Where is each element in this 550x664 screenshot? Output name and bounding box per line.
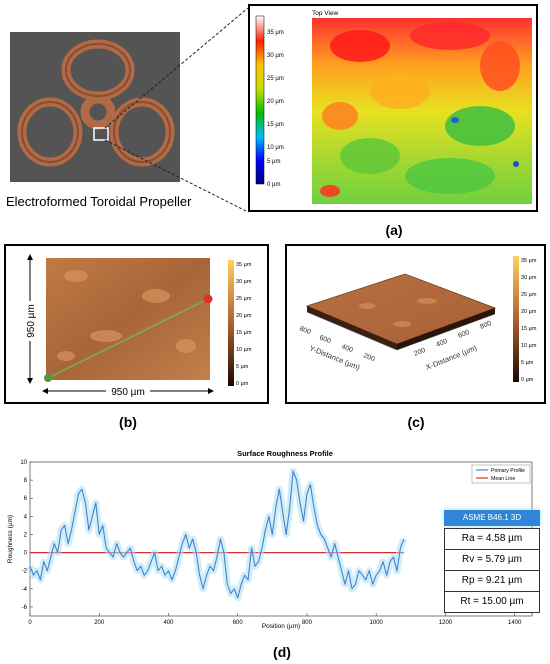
x-tick-label: 1200: [439, 620, 453, 626]
panel-c-frame: [285, 244, 546, 404]
x-tick-label: 400: [163, 620, 174, 626]
x-tick-label: 1400: [508, 620, 522, 626]
panel-label-b: (b): [119, 414, 137, 430]
profile-line: [47, 298, 209, 379]
panel-label-c: (c): [407, 414, 425, 430]
y-tick-label: -4: [22, 587, 28, 593]
leader-lines: [104, 7, 249, 213]
x-tick-c: 600: [457, 329, 471, 340]
colorbar-a-ticks: 35 µm 30 µm 25 µm 20 µm 15 µm 10 µm 5 µm…: [267, 30, 284, 188]
colorbar-b-tick: 25 µm: [236, 296, 252, 302]
height-dimension-label: 950 µm: [26, 304, 37, 338]
x-tick-c: 400: [435, 338, 449, 349]
roughness-row-rv: Rv = 5.79 µm: [444, 550, 540, 571]
legend-mean-line: Mean Line: [491, 476, 515, 482]
y-tick-c: 600: [318, 334, 332, 345]
colorbar-c-tick: 0 µm: [521, 377, 534, 383]
colorbar-b-tick: 20 µm: [236, 313, 252, 319]
chart-title: Surface Roughness Profile: [237, 449, 333, 458]
colorbar-a-tick: 0 µm: [267, 182, 280, 188]
y-tick-label: 6: [24, 496, 28, 502]
x-tick-c: 200: [413, 347, 427, 358]
y-axis-label: Roughness (µm): [7, 515, 14, 563]
roughness-row-ra: Ra = 4.58 µm: [444, 528, 540, 550]
colorbar-c-tick: 5 µm: [521, 360, 534, 366]
colorbar-c-tick: 30 µm: [521, 275, 537, 281]
y-axis-title-c: Y-Distance (µm): [308, 344, 362, 373]
roughness-table-header: ASME B46.1 3D: [444, 510, 540, 526]
colorbar-a-tick: 30 µm: [267, 53, 284, 59]
width-dimension-label: 950 µm: [111, 387, 145, 398]
x-tick-c: 800: [479, 320, 493, 331]
colorbar-a-tick: 10 µm: [267, 145, 284, 151]
x-tick-label: 800: [302, 620, 313, 626]
profile-start-marker: [44, 374, 52, 382]
profile-line-series: [29, 470, 405, 599]
colorbar-a-tick: 5 µm: [267, 159, 280, 165]
y-tick-label: 2: [24, 532, 28, 538]
colorbar-c-tick: 10 µm: [521, 343, 537, 349]
x-axis-ticks: 0 200 400 600 800 1000 1200 1400: [28, 613, 522, 626]
y-tick-label: 10: [20, 460, 27, 466]
colorbar-a-tick: 35 µm: [267, 30, 284, 36]
y-tick-c: 200: [362, 352, 376, 363]
colorbar-b-tick: 15 µm: [236, 330, 252, 336]
panel-c-surface: 800 600 400 200 200 400 600 800 Y-Distan…: [298, 256, 537, 383]
x-axis-title-c: X-Distance (µm): [424, 343, 478, 372]
panel-label-d: (d): [273, 644, 291, 660]
x-tick-label: 600: [233, 620, 244, 626]
panel-label-a: (a): [385, 222, 403, 238]
panel-a-frame: [248, 4, 538, 212]
colorbar-c-tick: 35 µm: [521, 258, 537, 264]
colorbar-c: [513, 256, 519, 382]
colorbar-a-tick: 15 µm: [267, 122, 284, 128]
x-tick-label: 200: [94, 620, 105, 626]
colorbar-c-tick: 25 µm: [521, 292, 537, 298]
y-tick-label: -2: [22, 569, 28, 575]
legend-primary-profile: Primary Profile: [491, 468, 525, 474]
colorbar-b-tick: 10 µm: [236, 347, 252, 353]
legend: Primary Profile Mean Line: [471, 464, 531, 484]
panel-b-map: 950 µm 950 µm 35 µm 30 µm 25 µm 20 µm 15…: [23, 254, 252, 398]
colorbar-b-tick: 0 µm: [236, 381, 249, 387]
colorbar-b-tick: 5 µm: [236, 364, 249, 370]
colorbar-c-ticks: 35 µm 30 µm 25 µm 20 µm 15 µm 10 µm 5 µm…: [521, 258, 537, 383]
colorbar-b-tick: 30 µm: [236, 279, 252, 285]
panel-b-frame: [4, 244, 269, 404]
colorbar-a: [255, 15, 265, 185]
y-tick-label: 4: [24, 514, 28, 520]
colorbar-b-tick: 35 µm: [236, 262, 252, 268]
propeller-photo: [10, 32, 180, 182]
colorbar-c-tick: 15 µm: [521, 326, 537, 332]
x-axis-label: Position (µm): [262, 623, 300, 630]
colorbar-b-ticks: 35 µm 30 µm 25 µm 20 µm 15 µm 10 µm 5 µm…: [236, 262, 252, 387]
profile-end-marker: [203, 294, 213, 304]
y-tick-label: 8: [24, 478, 28, 484]
colorbar-b: [228, 260, 234, 386]
y-tick-label: 0: [24, 551, 28, 557]
y-tick-c: 400: [340, 343, 354, 354]
roughness-row-rp: Rp = 9.21 µm: [444, 571, 540, 592]
propeller-caption: Electroformed Toroidal Propeller: [6, 194, 192, 209]
roughness-table: ASME B46.1 3D Ra = 4.58 µm Rv = 5.79 µm …: [444, 510, 540, 613]
colorbar-c-tick: 20 µm: [521, 309, 537, 315]
roughness-row-rt: Rt = 15.00 µm: [444, 592, 540, 613]
y-tick-label: -6: [22, 605, 28, 611]
y-tick-c: 800: [298, 325, 312, 336]
top-view-heightmap: Top View 35 µm 30 µm 25 µm 20 µm 15 µm 1…: [255, 10, 532, 204]
colorbar-a-tick: 25 µm: [267, 76, 284, 82]
colorbar-a-tick: 20 µm: [267, 99, 284, 105]
top-view-title: Top View: [312, 10, 339, 17]
x-tick-label: 0: [28, 620, 32, 626]
x-tick-label: 1000: [370, 620, 384, 626]
